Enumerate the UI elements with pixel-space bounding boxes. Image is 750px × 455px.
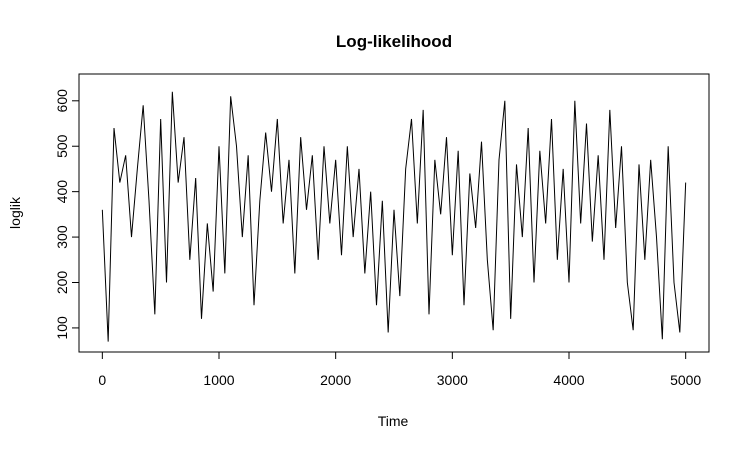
y-tick-label: 600 [54,89,70,113]
x-tick-label: 0 [98,372,106,388]
y-axis-label: loglik [7,196,23,229]
y-tick-label: 200 [54,271,70,295]
y-tick-label: 400 [54,180,70,204]
data-line [101,91,687,342]
y-tick-label: 100 [54,316,70,340]
x-tick-label: 1000 [203,372,234,388]
y-tick-label: 300 [54,225,70,249]
x-tick-label: 2000 [320,372,351,388]
x-tick-label: 4000 [553,372,584,388]
y-tick-label: 500 [54,134,70,158]
chart-title: Log-likelihood [336,32,452,51]
x-tick-label: 3000 [437,372,468,388]
x-tick-label: 5000 [670,372,701,388]
x-axis-label: Time [378,413,409,429]
